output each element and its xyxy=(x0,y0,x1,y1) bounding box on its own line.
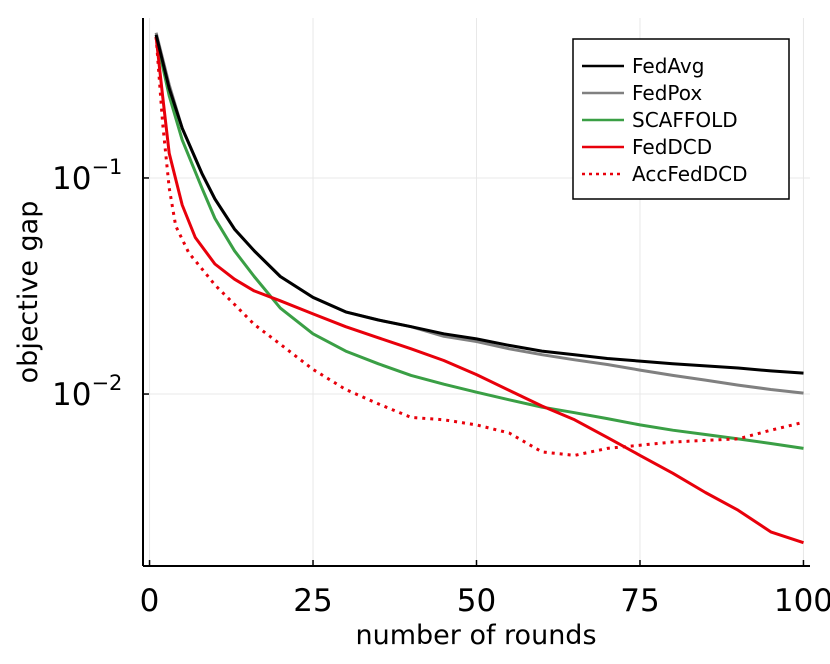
x-axis-title: number of rounds xyxy=(355,620,596,651)
legend-label-accfeddcd: AccFedDCD xyxy=(632,162,748,186)
legend-label-feddcd: FedDCD xyxy=(632,135,712,159)
legend-label-fedavg: FedAvg xyxy=(632,54,704,78)
x-tick-label-0: 0 xyxy=(140,583,160,619)
y-tick-label-1: 10−2 xyxy=(52,371,122,413)
series-line-fedavg xyxy=(154,34,804,375)
y-axis-title: objective gap xyxy=(13,201,44,384)
series-line-feddcd xyxy=(154,36,804,545)
plot-lines xyxy=(154,32,804,545)
x-tick-label-3: 75 xyxy=(620,583,659,619)
legend-label-scaffold: SCAFFOLD xyxy=(632,108,738,132)
x-tick-label-4: 100 xyxy=(774,583,830,619)
ticks: 0 25 50 75 100 10−1 10−2 xyxy=(52,155,830,619)
x-tick-label-1: 25 xyxy=(293,583,332,619)
x-tick-label-2: 50 xyxy=(457,583,496,619)
legend-label-fedpox: FedPox xyxy=(632,81,702,105)
legend: FedAvg FedPox SCAFFOLD FedDCD AccFedDCD xyxy=(572,38,790,200)
series-line-scaffold xyxy=(154,36,804,450)
y-tick-label-0: 10−1 xyxy=(52,155,122,197)
